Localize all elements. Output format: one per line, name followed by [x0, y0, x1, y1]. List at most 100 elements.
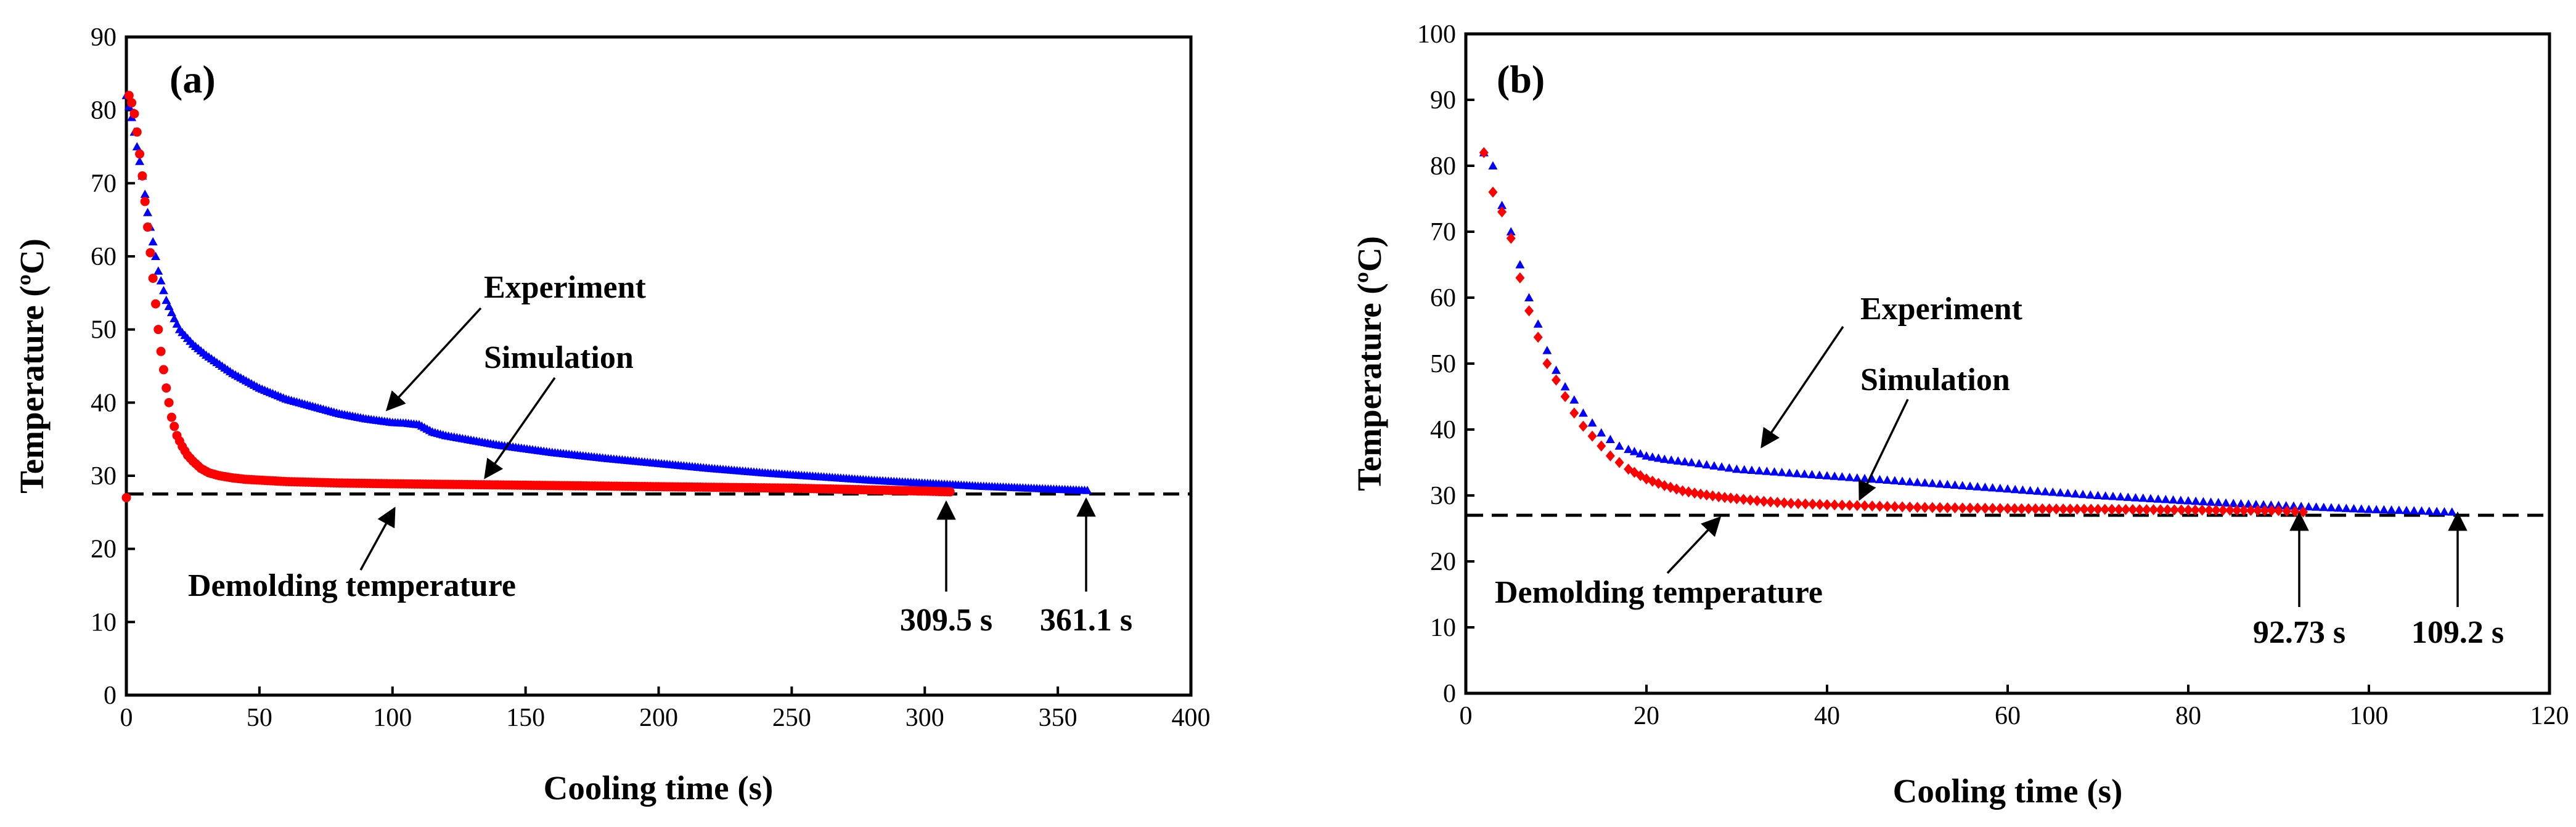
simulation-point [1905, 501, 1915, 513]
experiment-point [2026, 486, 2035, 494]
experiment-point [2040, 487, 2050, 495]
annotation-end-exp-b: 109.2 s [2411, 615, 2504, 650]
simulation-point [124, 91, 134, 100]
experiment-point [1815, 470, 1825, 479]
simulation-point [2149, 504, 2159, 516]
simulation-point [1605, 450, 1615, 462]
plot-frame-a [125, 35, 1193, 697]
simulation-point [1765, 496, 1775, 508]
y-tick-label: 20 [1430, 548, 1456, 576]
y-tick-label: 30 [1430, 482, 1456, 510]
simulation-point [2239, 505, 2249, 516]
experiment-point [1777, 468, 1787, 476]
experiment-point [1717, 462, 1727, 471]
experiment-point [2319, 502, 2329, 511]
experiment-point [162, 295, 171, 304]
experiment-point [1890, 476, 1900, 484]
y-tick-label: 40 [1430, 416, 1456, 444]
simulation-point [2093, 503, 2103, 515]
y-tick-label: 50 [1430, 350, 1456, 378]
x-tick-label: 200 [639, 704, 678, 732]
simulation-point [135, 149, 145, 159]
simulation-point [2030, 503, 2040, 515]
simulation-point [2037, 503, 2047, 515]
experiment-point [164, 301, 174, 311]
simulation-point [2198, 504, 2207, 516]
x-tick-label: 50 [247, 704, 272, 732]
experiment-point [140, 189, 150, 198]
simulation-point [1973, 502, 1982, 514]
simulation-point [1793, 498, 1803, 510]
experiment-point [2236, 499, 2246, 508]
x-tick-label: 40 [1814, 702, 1840, 730]
y-tick-label: 80 [91, 97, 117, 125]
experiment-point [2387, 505, 2397, 514]
simulation-point [1759, 495, 1768, 507]
simulation-point [1738, 494, 1748, 505]
experiment-point [1659, 454, 1669, 463]
experiment-point [143, 208, 153, 216]
experiment-point [1913, 478, 1922, 486]
experiment-point [2055, 488, 2065, 497]
simulation-point [1995, 503, 2005, 515]
simulation-point [1897, 501, 1907, 513]
simulation-point [1702, 489, 1712, 501]
experiment-point [2161, 494, 2170, 503]
experiment-point [2379, 505, 2389, 514]
simulation-point [2253, 505, 2263, 516]
annotation-end-sim-b: 92.73 s [2253, 615, 2345, 650]
x-tick-label: 100 [373, 704, 412, 732]
simulation-point [2246, 505, 2255, 516]
experiment-point [2093, 491, 2103, 499]
simulation-point [1614, 457, 1624, 468]
experiment-point [1837, 472, 1847, 481]
experiment-point [156, 276, 166, 285]
simulation-point [1875, 500, 1884, 512]
simulation-point [1745, 494, 1755, 506]
x-tick-label: 60 [1995, 702, 2021, 730]
experiment-point [2402, 505, 2411, 515]
experiment-point [1988, 483, 1998, 492]
y-tick-label: 50 [91, 316, 117, 344]
simulation-point [1786, 497, 1796, 509]
experiment-point [2439, 507, 2449, 516]
y-tick-label: 0 [1443, 680, 1456, 708]
experiment-point [2304, 502, 2313, 511]
simulation-point [132, 127, 142, 137]
simulation-point [2274, 505, 2283, 516]
experiment-point [2228, 499, 2238, 507]
data-series-a [121, 91, 1092, 503]
x-tick-label: 0 [120, 704, 133, 732]
experiment-point [2033, 486, 2043, 495]
annotation-end-sim-a: 309.5 s [900, 603, 992, 638]
experiment-point [2116, 492, 2125, 501]
simulation-point [1552, 374, 1561, 386]
annotation-simulation-a: Simulation [484, 340, 634, 375]
experiment-point [2409, 506, 2419, 515]
simulation-point [2162, 504, 2172, 516]
experiment-point [2364, 504, 2374, 513]
experiment-point [1506, 227, 1516, 235]
y-tick-label: 40 [91, 389, 117, 417]
simulation-point [1822, 499, 1832, 510]
simulation-point [148, 274, 158, 283]
simulation-point [2204, 504, 2214, 516]
y-tick-label: 90 [91, 23, 117, 52]
experiment-point [1587, 418, 1597, 427]
chart-panel-a: 0 50 100 150 200 250 300 350 400 0 10 20 30 40 50 60 70 8… [13, 23, 1211, 807]
experiment-point [1497, 200, 1507, 210]
simulation-point [2232, 505, 2242, 516]
y-tick-label: 70 [1430, 218, 1456, 246]
simulation-point [1497, 206, 1507, 218]
experiment-point [2071, 489, 2080, 498]
simulation-point [1913, 502, 1922, 513]
experiment-point [2101, 491, 2111, 500]
experiment-point [1732, 464, 1741, 473]
experiment-point [2198, 497, 2208, 505]
simulation-point [2045, 503, 2055, 515]
experiment-point [1560, 381, 1570, 391]
experiment-point [2417, 506, 2427, 515]
experiment-point [1648, 452, 1658, 461]
experiment-point [1614, 441, 1624, 450]
experiment-point [1942, 479, 1952, 489]
